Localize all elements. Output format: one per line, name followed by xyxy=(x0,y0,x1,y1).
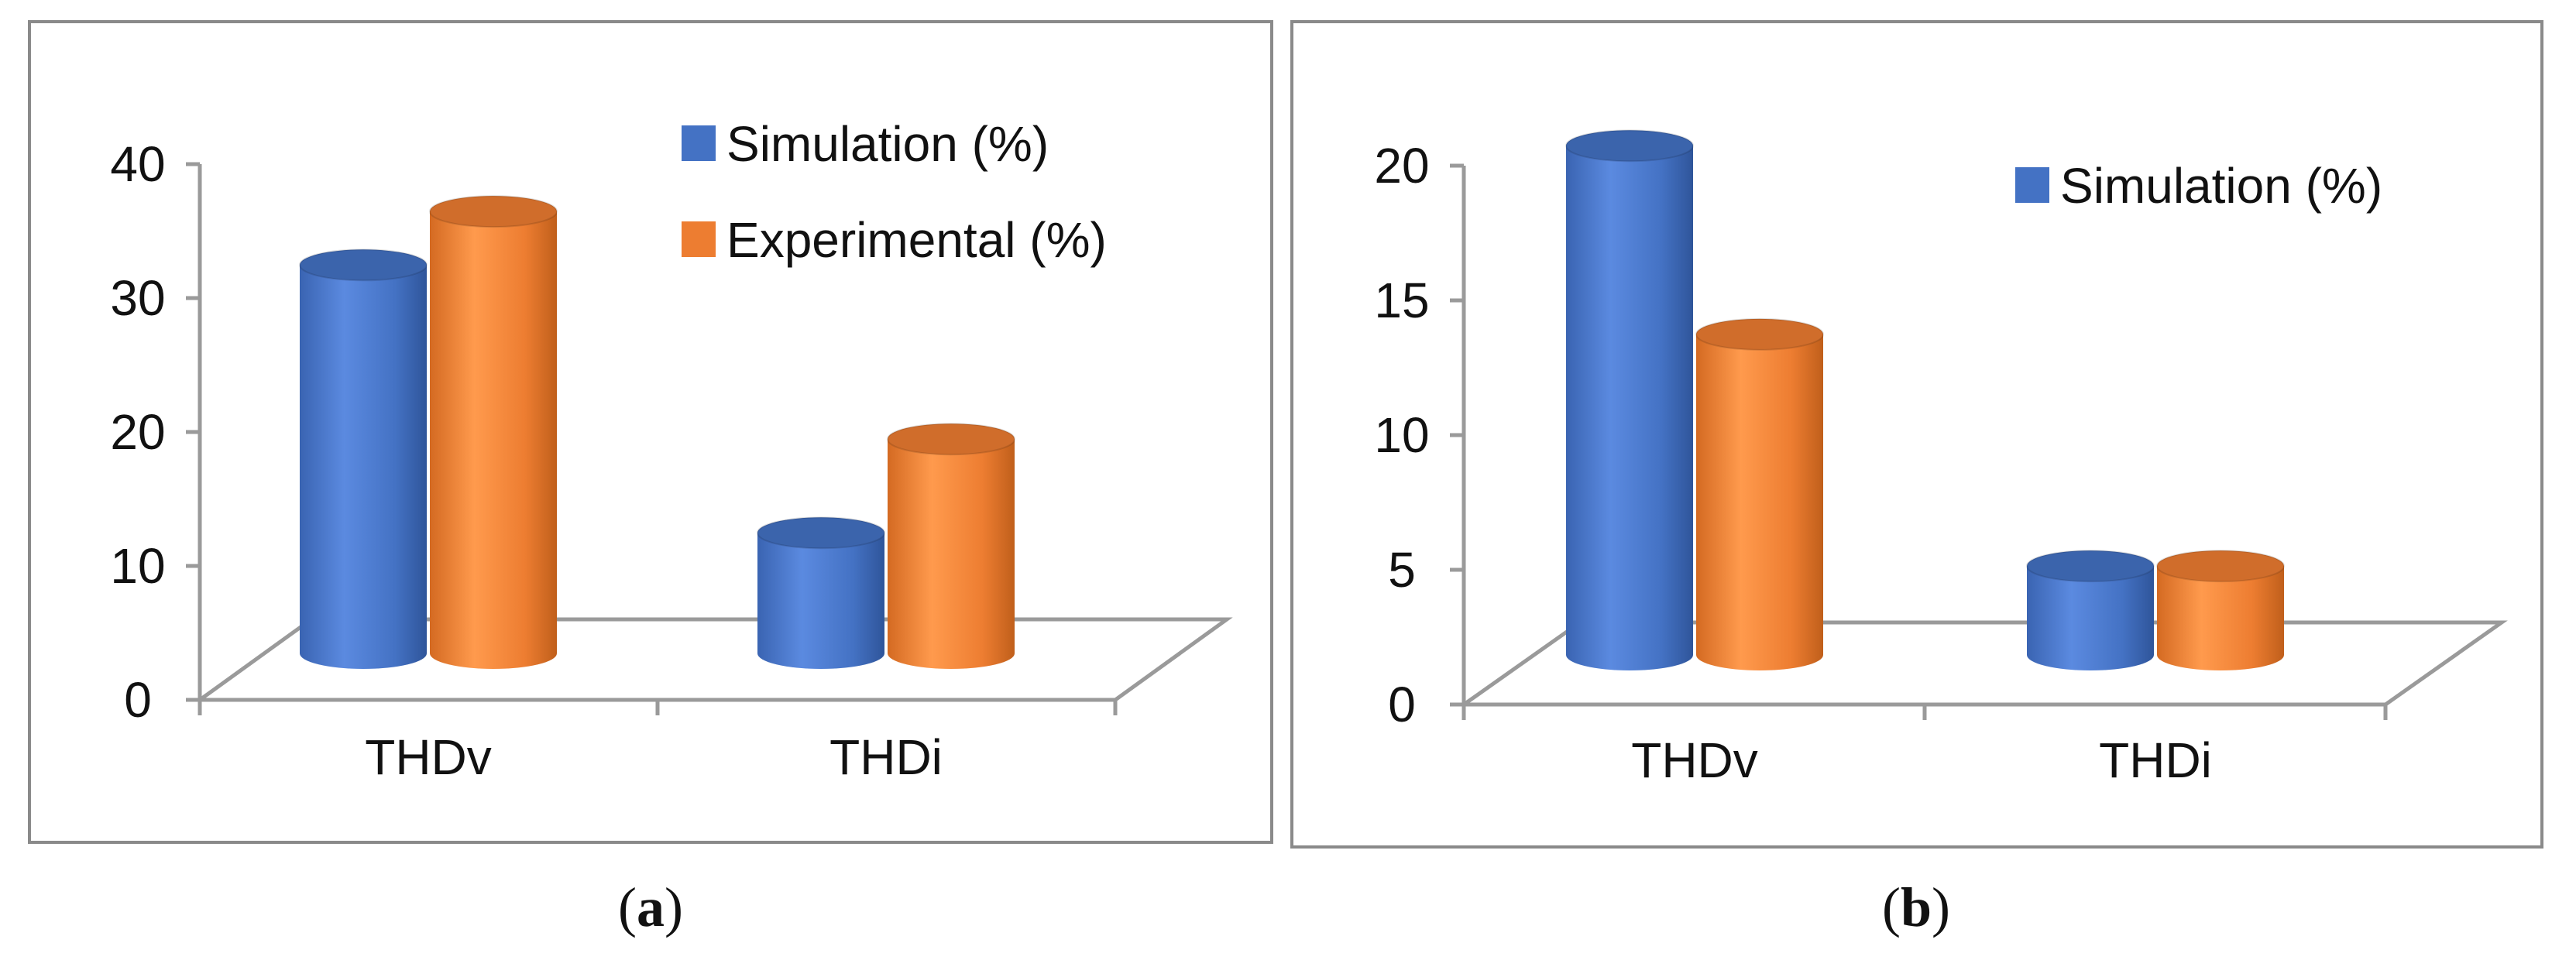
legend-label-a-0: Simulation (%) xyxy=(726,116,1049,172)
bar-top xyxy=(887,423,1015,456)
bars-b xyxy=(1565,129,2285,670)
bar-body xyxy=(1696,334,1823,670)
bar-top-shade xyxy=(2157,550,2284,582)
chart-panel-b: 0 5 10 15 20 THDv THDi Simulation (%) (b) xyxy=(1290,20,2543,938)
bar-body xyxy=(2157,566,2284,670)
y-ticks-b: 0 5 10 15 20 xyxy=(1374,138,1464,732)
bar-a-thdi-series-0 xyxy=(757,516,885,669)
category-labels-a: THDv THDi xyxy=(365,729,943,785)
y-ticks-a: 0 10 20 30 40 xyxy=(110,136,200,728)
y-tick-label-a-3: 30 xyxy=(110,270,165,326)
caption-a: (a) xyxy=(618,876,683,938)
bar-top xyxy=(2156,550,2285,583)
bar-a-thdv-series-0 xyxy=(299,249,428,669)
y-tick-label-b-3: 15 xyxy=(1374,273,1429,328)
legend-label-b-0: Simulation (%) xyxy=(2060,158,2382,214)
bar-top-shade xyxy=(300,249,427,281)
chart-panel-a: 0 10 20 30 40 THDv THDi Simulation (%) Experim… xyxy=(28,20,1273,938)
bar-top xyxy=(1565,129,1694,163)
bar-top xyxy=(2026,550,2155,583)
bar-body xyxy=(757,533,884,669)
category-labels-b: THDv THDi xyxy=(1631,732,2212,788)
bar-top-shade xyxy=(1696,318,1823,350)
legend-swatch-b-0 xyxy=(2015,167,2049,203)
bar-b-thdi-series-1 xyxy=(2156,550,2285,670)
bar-top-shade xyxy=(757,517,884,549)
bar-top xyxy=(299,249,428,282)
bar-a-thdi-series-1 xyxy=(887,423,1015,669)
legend-a: Simulation (%) Experimental (%) xyxy=(682,116,1107,268)
legend-swatch-a-1 xyxy=(682,221,716,257)
bar-a-thdv-series-1 xyxy=(429,195,558,670)
y-tick-label-b-4: 20 xyxy=(1374,138,1429,194)
bar-body xyxy=(1566,146,1693,670)
chart-frame-b xyxy=(1290,20,2543,849)
bar-b-thdv-series-0 xyxy=(1565,129,1694,670)
legend-b: Simulation (%) xyxy=(2015,158,2382,214)
y-tick-label-a-1: 10 xyxy=(110,538,165,594)
bar-b-thdv-series-1 xyxy=(1695,317,1824,670)
bar-b-thdi-series-0 xyxy=(2026,550,2155,670)
x-category-label-a-0: THDv xyxy=(365,729,492,785)
x-category-label-b-1: THDi xyxy=(2099,732,2212,788)
bar-body xyxy=(888,439,1015,669)
bar-body xyxy=(430,211,557,670)
y-tick-label-a-0: 0 xyxy=(124,672,152,728)
bar-top xyxy=(429,195,558,228)
y-tick-label-a-2: 20 xyxy=(110,404,165,460)
caption-b: (b) xyxy=(1882,876,1950,938)
bar-body xyxy=(300,265,427,669)
bar-top-shade xyxy=(430,196,557,228)
x-category-label-b-0: THDv xyxy=(1631,732,1758,788)
bar-top-shade xyxy=(2027,550,2154,582)
y-tick-label-a-4: 40 xyxy=(110,136,165,192)
legend-label-a-1: Experimental (%) xyxy=(726,212,1107,268)
chart-frame-a xyxy=(28,20,1273,844)
y-tick-label-b-0: 0 xyxy=(1388,677,1416,732)
caption-letter-b: b xyxy=(1901,876,1932,938)
bar-top-shade xyxy=(1566,130,1693,162)
bar-body xyxy=(2027,566,2154,670)
x-category-label-a-1: THDi xyxy=(829,729,943,785)
bar-top xyxy=(1695,317,1824,351)
bar-top xyxy=(757,516,885,550)
caption-letter-a: a xyxy=(637,876,665,938)
legend-swatch-a-0 xyxy=(682,125,716,161)
y-tick-label-b-2: 10 xyxy=(1374,407,1429,463)
y-tick-label-b-1: 5 xyxy=(1388,542,1416,598)
bar-top-shade xyxy=(888,423,1015,455)
bars-a xyxy=(299,195,1015,670)
